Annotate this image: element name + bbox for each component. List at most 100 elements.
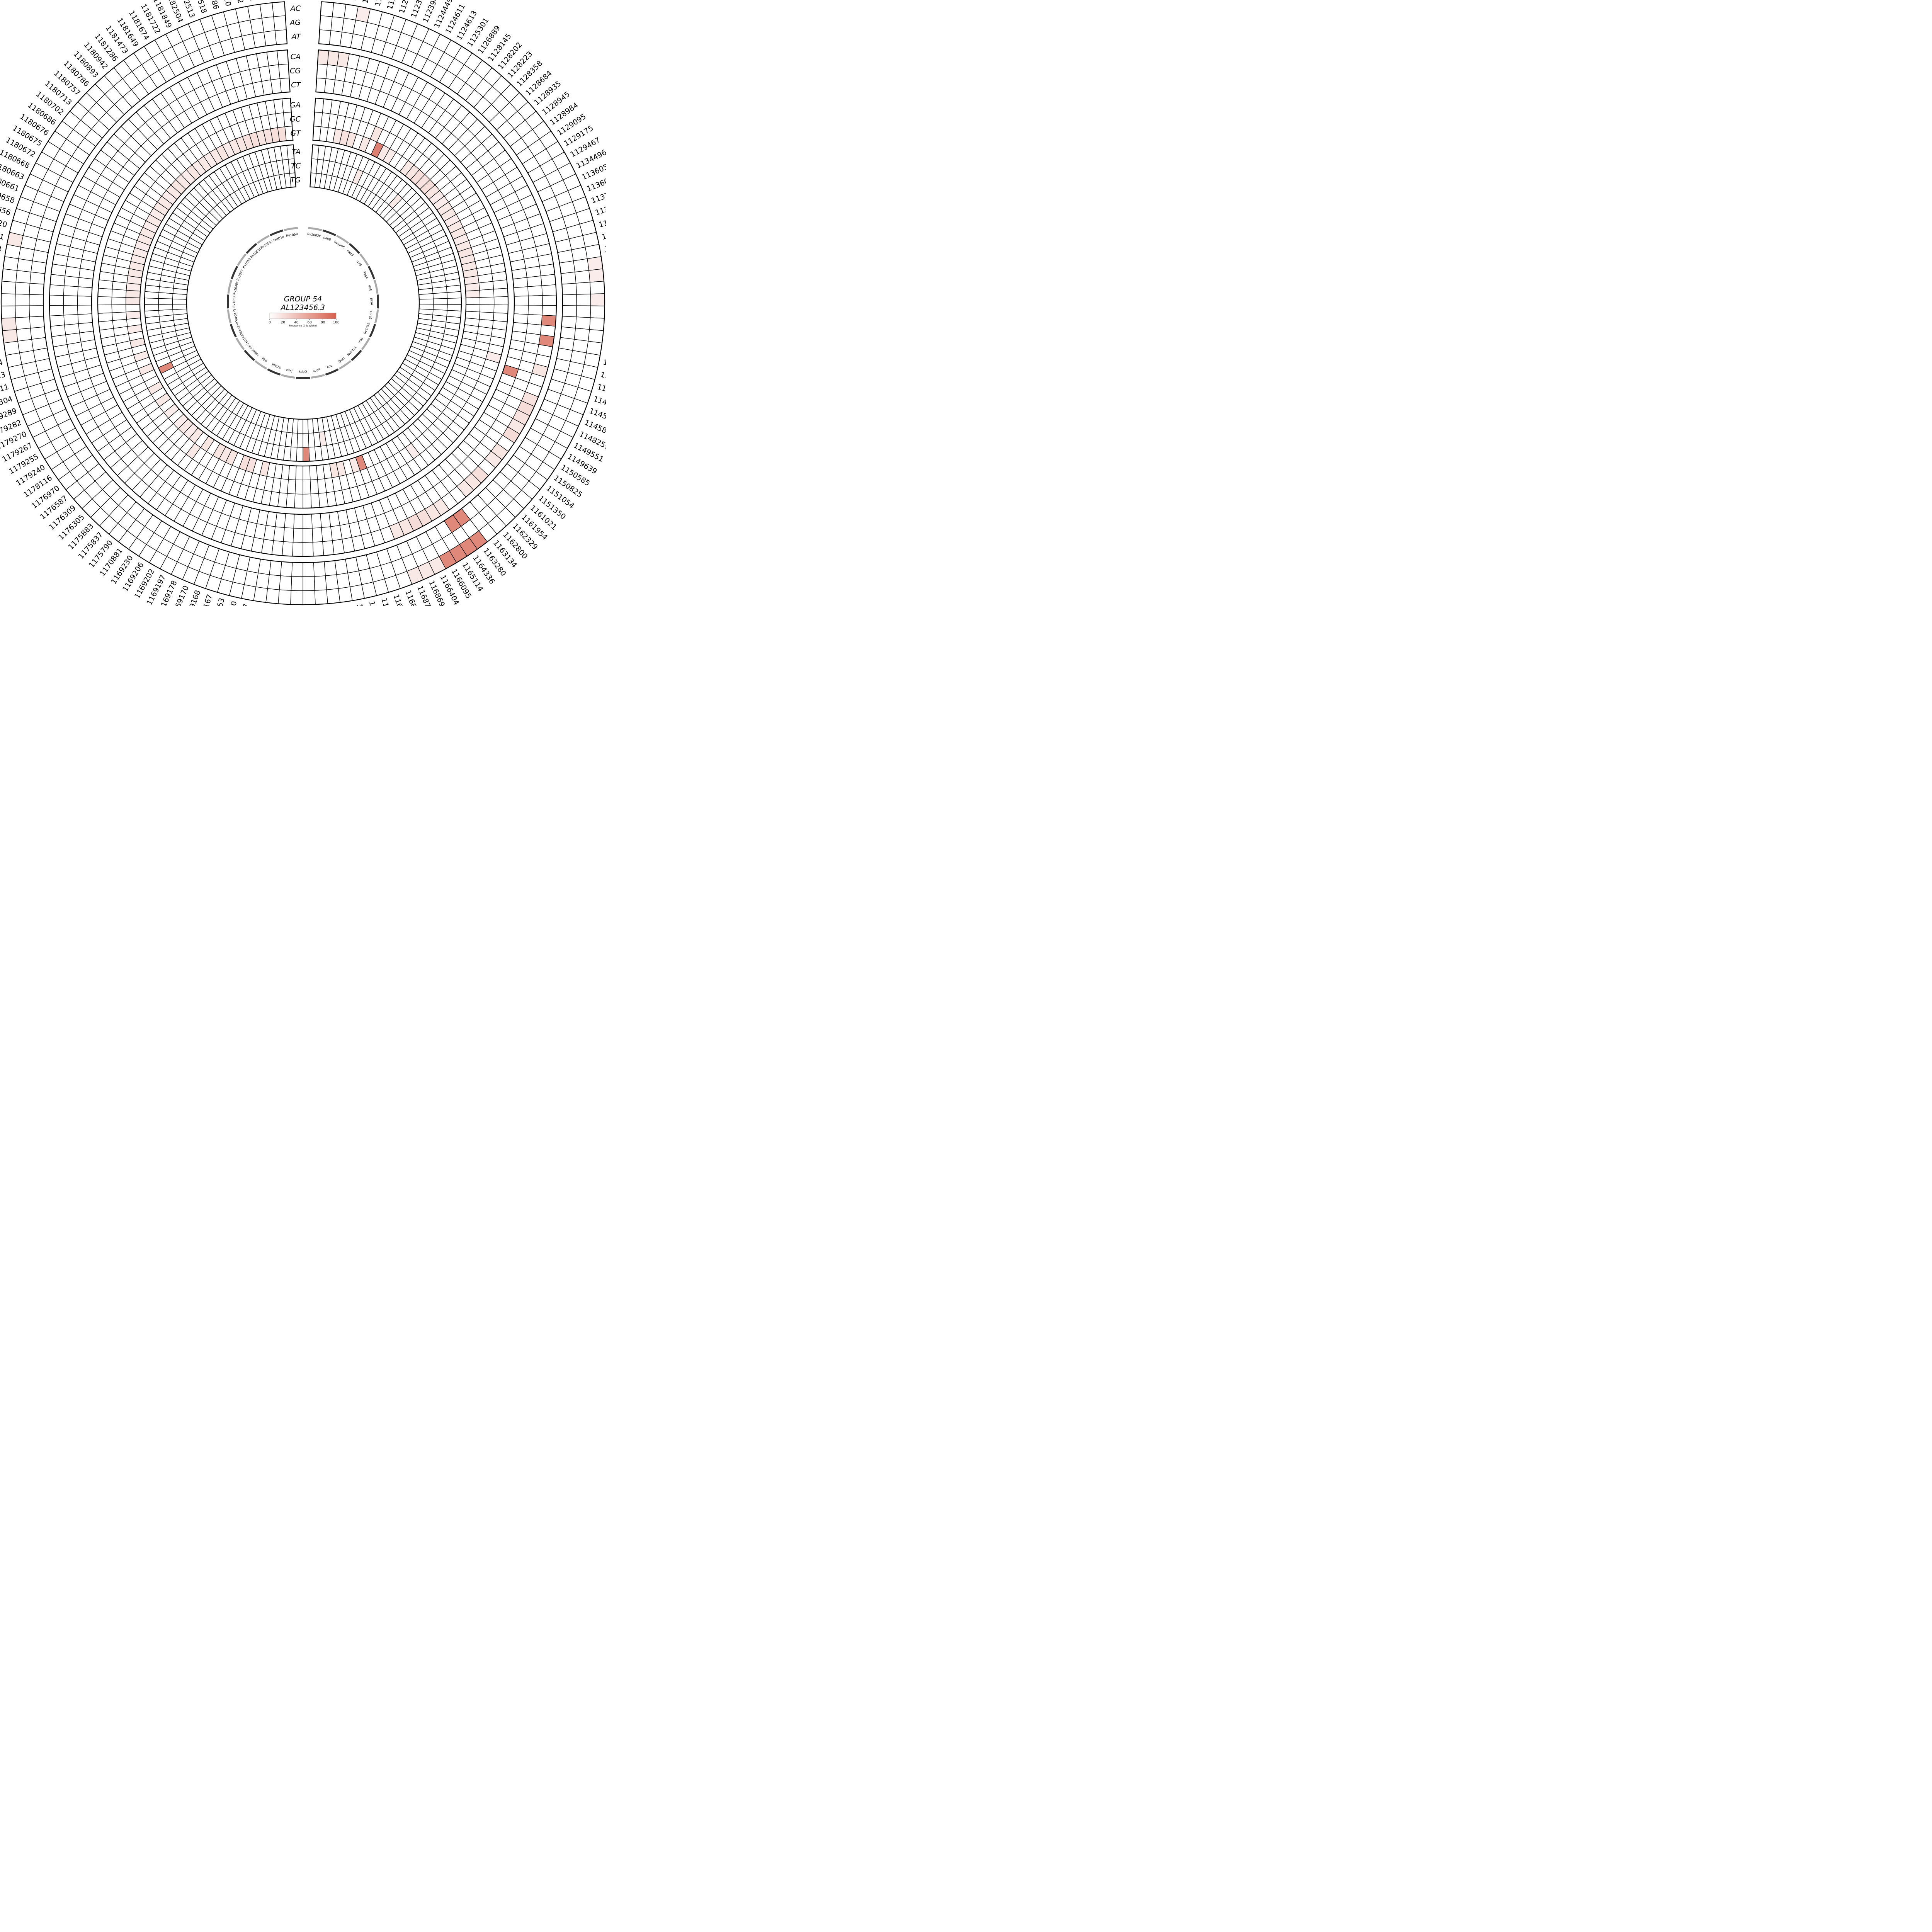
heatmap-cell [303, 576, 315, 591]
heatmap-cell [111, 296, 126, 305]
gene-segment [361, 337, 371, 350]
substitution-label: CA [291, 53, 301, 61]
colorbar-gradient [269, 313, 337, 319]
heatmap-cell [64, 276, 80, 287]
heatmap-cell [296, 447, 303, 462]
heatmap-cell [112, 311, 127, 321]
group-outlines [0, 1, 605, 605]
heatmap-cell [446, 284, 461, 293]
heatmap-cell [585, 244, 602, 259]
group-outline [0, 1, 605, 605]
gene-segment [281, 374, 295, 379]
heatmap-cell [513, 286, 529, 297]
heatmap-cell [574, 328, 590, 342]
heatmap-cell [284, 513, 295, 529]
heatmap-cell [575, 282, 591, 295]
gene-segment [325, 368, 339, 376]
gene-segment [237, 253, 247, 266]
heatmap-cell [49, 305, 64, 316]
heatmap-cell [316, 464, 325, 480]
heatmap-cell [291, 562, 303, 577]
heatmap-cell [3, 341, 20, 356]
gene-label: prsA [370, 298, 373, 306]
heatmap-cell [478, 281, 494, 291]
heatmap-cell [158, 304, 173, 311]
heatmap-cell [541, 284, 557, 296]
position-label: 1182672 [230, 0, 245, 4]
gene-segment [322, 229, 336, 236]
heatmap-cell [63, 285, 78, 296]
heatmap-cell [590, 293, 605, 306]
heatmap-cell [303, 447, 310, 462]
position-label: 1179384 [0, 240, 2, 254]
position-label: 1122595 [361, 0, 376, 4]
heatmap-cell [303, 562, 315, 577]
gene-label: kdpD [299, 370, 307, 374]
heatmap-cell [172, 308, 187, 315]
heatmap-cell [332, 539, 345, 555]
gene-label: ksgA [363, 271, 369, 279]
heatmap-cell [29, 272, 46, 285]
gene-segment [311, 374, 325, 379]
heatmap-cell [312, 527, 323, 543]
heatmap-cell [126, 304, 141, 313]
heatmap-cell [433, 298, 448, 305]
heatmap-cell [320, 512, 331, 528]
heatmap-cell [172, 298, 187, 305]
gene-segment [254, 360, 267, 370]
heatmap-cell [314, 575, 327, 591]
gene-segment [373, 279, 379, 294]
heatmap-cell [320, 1, 334, 17]
heatmap-cell [97, 304, 112, 314]
heatmap-cell [312, 541, 324, 557]
heatmap-cell [144, 304, 159, 311]
heatmap-cell [576, 294, 591, 306]
heatmap-cell [277, 49, 289, 65]
heatmap-cell [316, 63, 328, 79]
heatmap-cell [15, 305, 30, 318]
heatmap-cell [418, 293, 434, 300]
gene-label: metS [346, 249, 354, 257]
gene-label: kdpF [313, 368, 321, 373]
position-label: 1179325 [0, 345, 1, 359]
heatmap-cell [350, 584, 365, 601]
heatmap-cell [588, 269, 604, 283]
colorbar-tick-label: 100 [333, 321, 339, 325]
gene-segment [336, 235, 349, 244]
heatmap-cell [17, 339, 34, 353]
heatmap-cell [330, 16, 345, 32]
heatmap-cell [286, 493, 296, 509]
gene-segment [367, 265, 375, 279]
heatmap-cell [269, 560, 282, 576]
heatmap-cell [465, 290, 480, 298]
gene-label: ispE [368, 284, 372, 291]
substitution-label: CG [290, 67, 301, 75]
heatmap-cell [29, 305, 44, 317]
heatmap-cell [252, 32, 266, 48]
gene-segment [227, 294, 230, 309]
heatmap-cell [158, 309, 173, 317]
heatmap-cell [280, 561, 293, 577]
gene-segment [296, 377, 310, 379]
heatmap-cell [446, 291, 462, 299]
heatmap-cell [317, 478, 327, 494]
heatmap-cell [50, 274, 66, 286]
heatmap-cell [259, 2, 274, 19]
position-label: 1143893 [602, 358, 606, 373]
gene-label: Rv1046c [232, 308, 238, 322]
heatmap-cell [588, 329, 604, 344]
substitution-label: AC [290, 4, 301, 13]
substitution-label: GT [291, 129, 301, 138]
heatmap-cell [98, 320, 114, 331]
heatmap-cell [111, 289, 127, 298]
gene-label: lpqU [338, 356, 345, 363]
heatmap-cell [303, 528, 313, 543]
heatmap-cell [29, 283, 44, 295]
heatmap-cell [480, 304, 495, 313]
heatmap-cell [560, 327, 576, 340]
heatmap-cell [29, 294, 44, 306]
heatmap-cell [261, 16, 276, 32]
heatmap-cell [29, 316, 45, 328]
heatmap-cell [527, 314, 543, 325]
heatmap-cell [321, 526, 333, 542]
